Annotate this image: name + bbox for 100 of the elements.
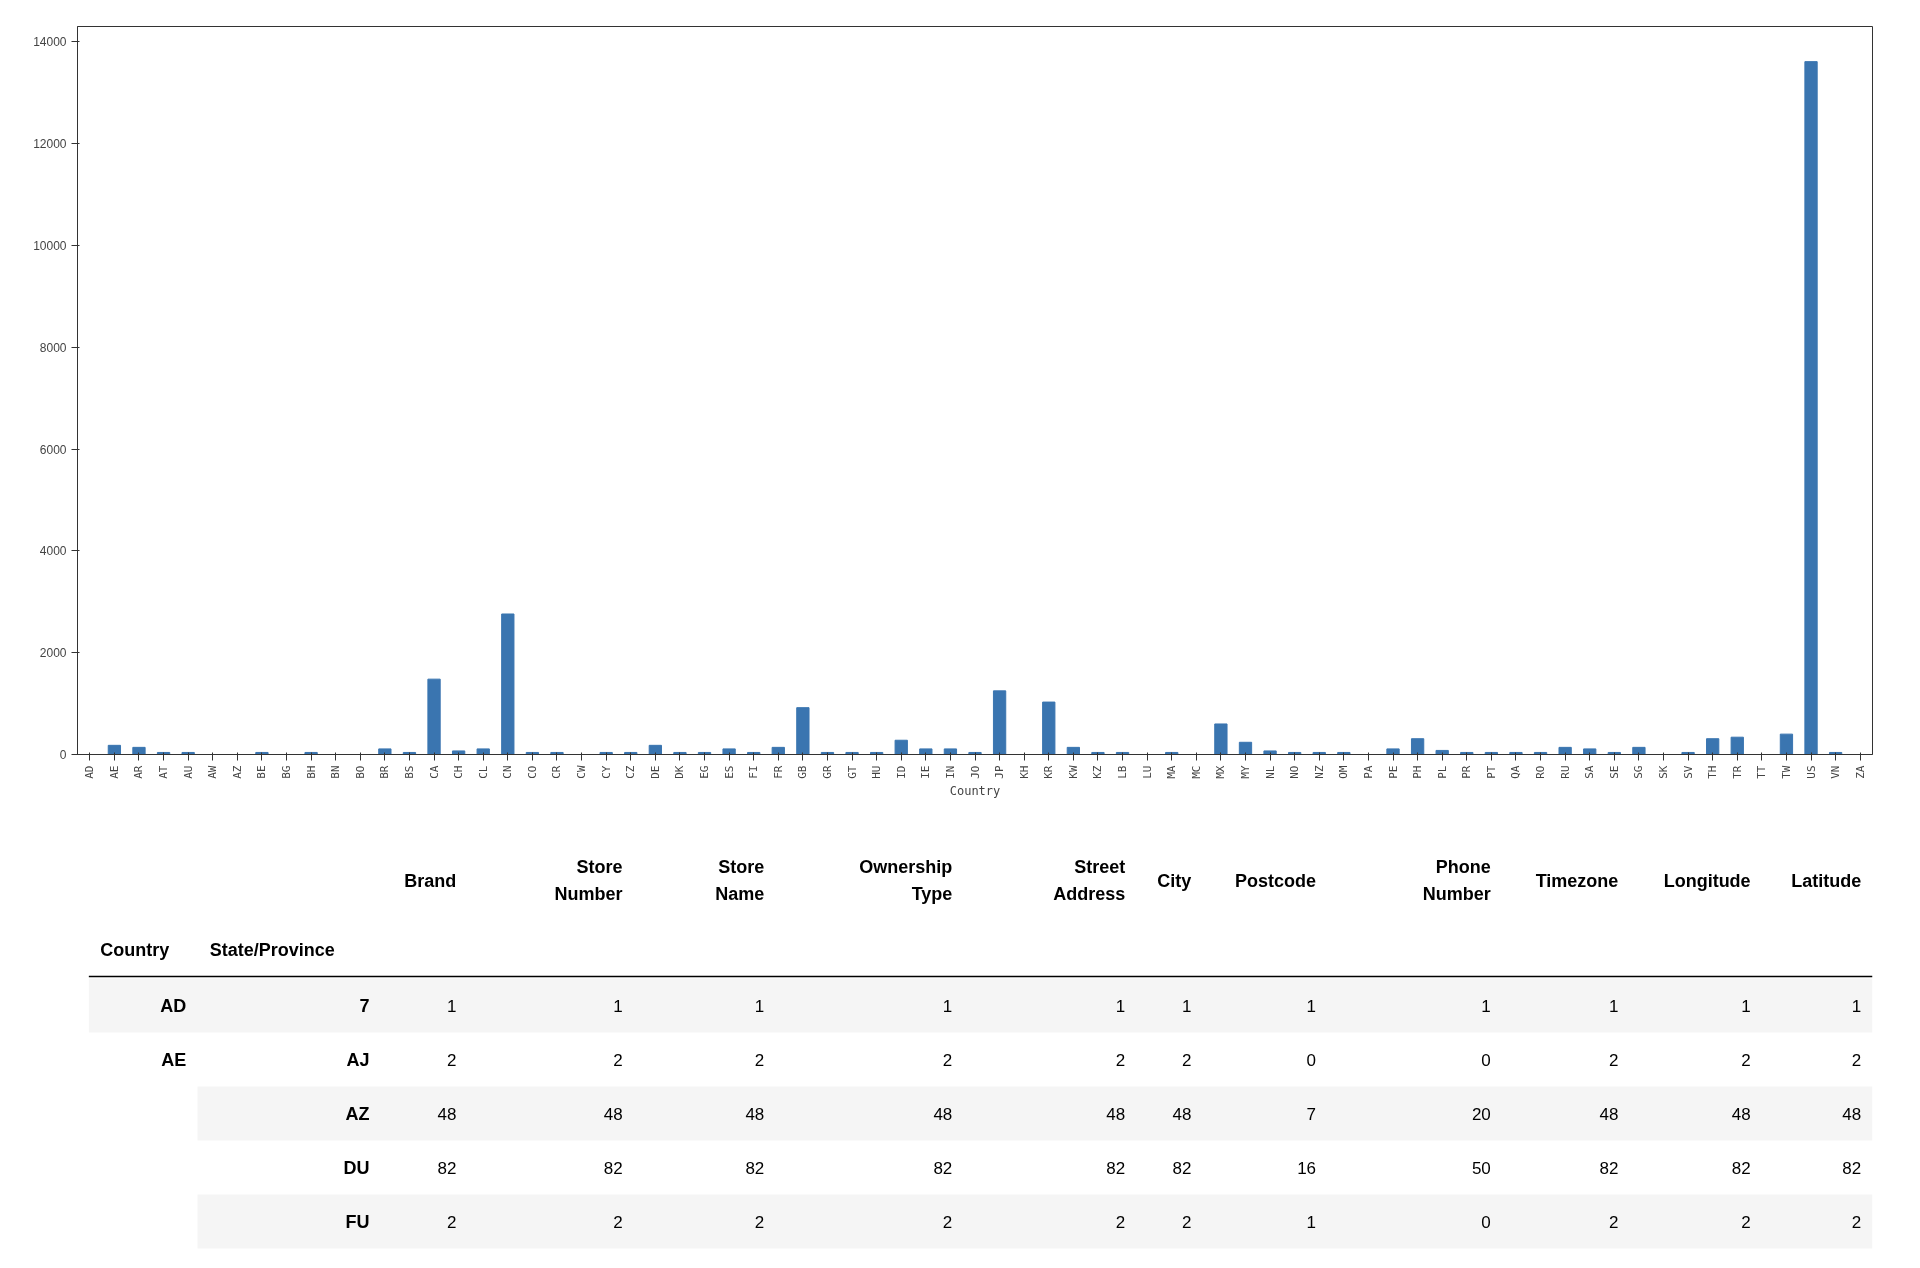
x-tick-label: JP: [993, 765, 1007, 779]
text: 16: [1297, 1158, 1317, 1178]
text: 0: [1481, 1050, 1491, 1070]
x-tick-label: QA: [1509, 765, 1523, 779]
text: 2: [1851, 1050, 1862, 1070]
x-tick-label: TH: [1706, 765, 1720, 779]
text: 2: [1851, 1212, 1862, 1232]
x-tick-label: JO: [968, 765, 982, 779]
x-tick-label: AW: [206, 765, 220, 779]
y-tick-label: 14000: [33, 35, 67, 50]
category-label: Latitude: [1791, 870, 1862, 891]
x-tick-label: GB: [796, 765, 810, 779]
x-tick-label: AT: [157, 765, 171, 779]
x-tick-label: GR: [820, 765, 834, 779]
x-tick-label: NZ: [1312, 765, 1326, 779]
bar: [1435, 749, 1449, 755]
x-tick-label: CN: [501, 765, 515, 779]
x-tick-label: LU: [1140, 765, 1154, 779]
x-tick-label: TR: [1730, 765, 1744, 779]
text: 2: [1115, 1050, 1126, 1070]
x-tick-label: AD: [83, 765, 97, 779]
x-tick-label: VN: [1829, 765, 1843, 779]
text: 82: [437, 1158, 457, 1178]
category-label: Street Address: [1053, 857, 1126, 904]
x-tick-label: KW: [1066, 765, 1080, 779]
bar: [1066, 746, 1080, 755]
bar: [919, 748, 933, 755]
text: 2: [613, 1050, 623, 1070]
category-label: Store Name: [715, 857, 765, 904]
category-label: DU: [343, 1157, 370, 1178]
bar: [1779, 733, 1794, 755]
x-tick-label: US: [1804, 765, 1818, 779]
bar: [132, 746, 146, 755]
category-label: AZ: [345, 1103, 370, 1124]
x-tick-label: MX: [1214, 765, 1228, 779]
bar: [476, 748, 490, 755]
x-tick-label: IN: [943, 765, 957, 779]
x-tick-label: MA: [1165, 765, 1179, 779]
bar: [501, 613, 515, 755]
bar: [894, 739, 908, 755]
x-tick-label: PA: [1361, 765, 1375, 779]
x-tick-label: AZ: [230, 765, 244, 779]
text: 2: [754, 1212, 765, 1232]
text: 82: [1599, 1158, 1619, 1178]
text: 0: [1306, 1050, 1317, 1070]
bar: [1804, 61, 1818, 755]
text: 50: [1471, 1158, 1491, 1178]
category-label: 7: [359, 996, 370, 1016]
text: 20: [1471, 1104, 1491, 1124]
x-tick-label: TW: [1779, 765, 1793, 779]
bar: [648, 744, 662, 755]
text: 82: [933, 1158, 953, 1178]
bar: [722, 748, 736, 755]
bar: [796, 707, 810, 755]
bar: [1558, 746, 1572, 755]
x-tick-label: NO: [1288, 765, 1302, 779]
text: 48: [1106, 1104, 1126, 1124]
bar: [1214, 723, 1228, 755]
x-tick-label: CR: [550, 765, 564, 779]
x-tick-label: ES: [722, 765, 736, 779]
bar: [1386, 748, 1400, 755]
text: 2: [942, 1050, 953, 1070]
x-tick-label: PL: [1435, 765, 1449, 779]
text: 48: [1599, 1104, 1619, 1124]
x-tick-label: RU: [1558, 765, 1572, 779]
x-tick-label: TT: [1755, 765, 1769, 779]
x-tick-label: FI: [747, 765, 761, 779]
text: 48: [603, 1104, 623, 1124]
text: 1: [942, 996, 953, 1016]
x-tick-label: BN: [329, 765, 343, 779]
bar: [1730, 736, 1744, 755]
x-axis-title: Country: [949, 783, 1001, 798]
text: 2: [446, 1050, 457, 1070]
text: AD: [160, 995, 187, 1016]
bar: [378, 748, 392, 755]
bar: [1238, 741, 1253, 755]
bar: [771, 746, 785, 755]
x-tick-label: KH: [1017, 765, 1031, 779]
x-tick-label: PH: [1411, 765, 1425, 779]
x-tick-label: KR: [1042, 765, 1056, 779]
bar: [943, 748, 958, 755]
x-tick-label: MY: [1238, 765, 1252, 779]
x-tick-label: BG: [280, 765, 294, 779]
text: 48: [933, 1104, 953, 1124]
category-label: Postcode: [1235, 870, 1317, 891]
x-tick-label: SK: [1656, 765, 1670, 779]
text: 2: [1115, 1212, 1126, 1232]
x-tick-label: EG: [698, 765, 712, 779]
category-label: AJ: [346, 1049, 370, 1070]
x-tick-label: PT: [1484, 765, 1498, 779]
x-tick-label: CY: [599, 765, 613, 779]
text: 82: [1731, 1158, 1751, 1178]
text: 82: [1842, 1158, 1862, 1178]
category-label: Store Number: [554, 857, 623, 904]
x-tick-label: BR: [378, 765, 392, 779]
text: 0: [1481, 1212, 1491, 1232]
text: 82: [1172, 1158, 1192, 1178]
x-tick-label: CZ: [624, 765, 638, 779]
bar: [992, 690, 1007, 755]
x-tick-label: CO: [525, 765, 539, 779]
